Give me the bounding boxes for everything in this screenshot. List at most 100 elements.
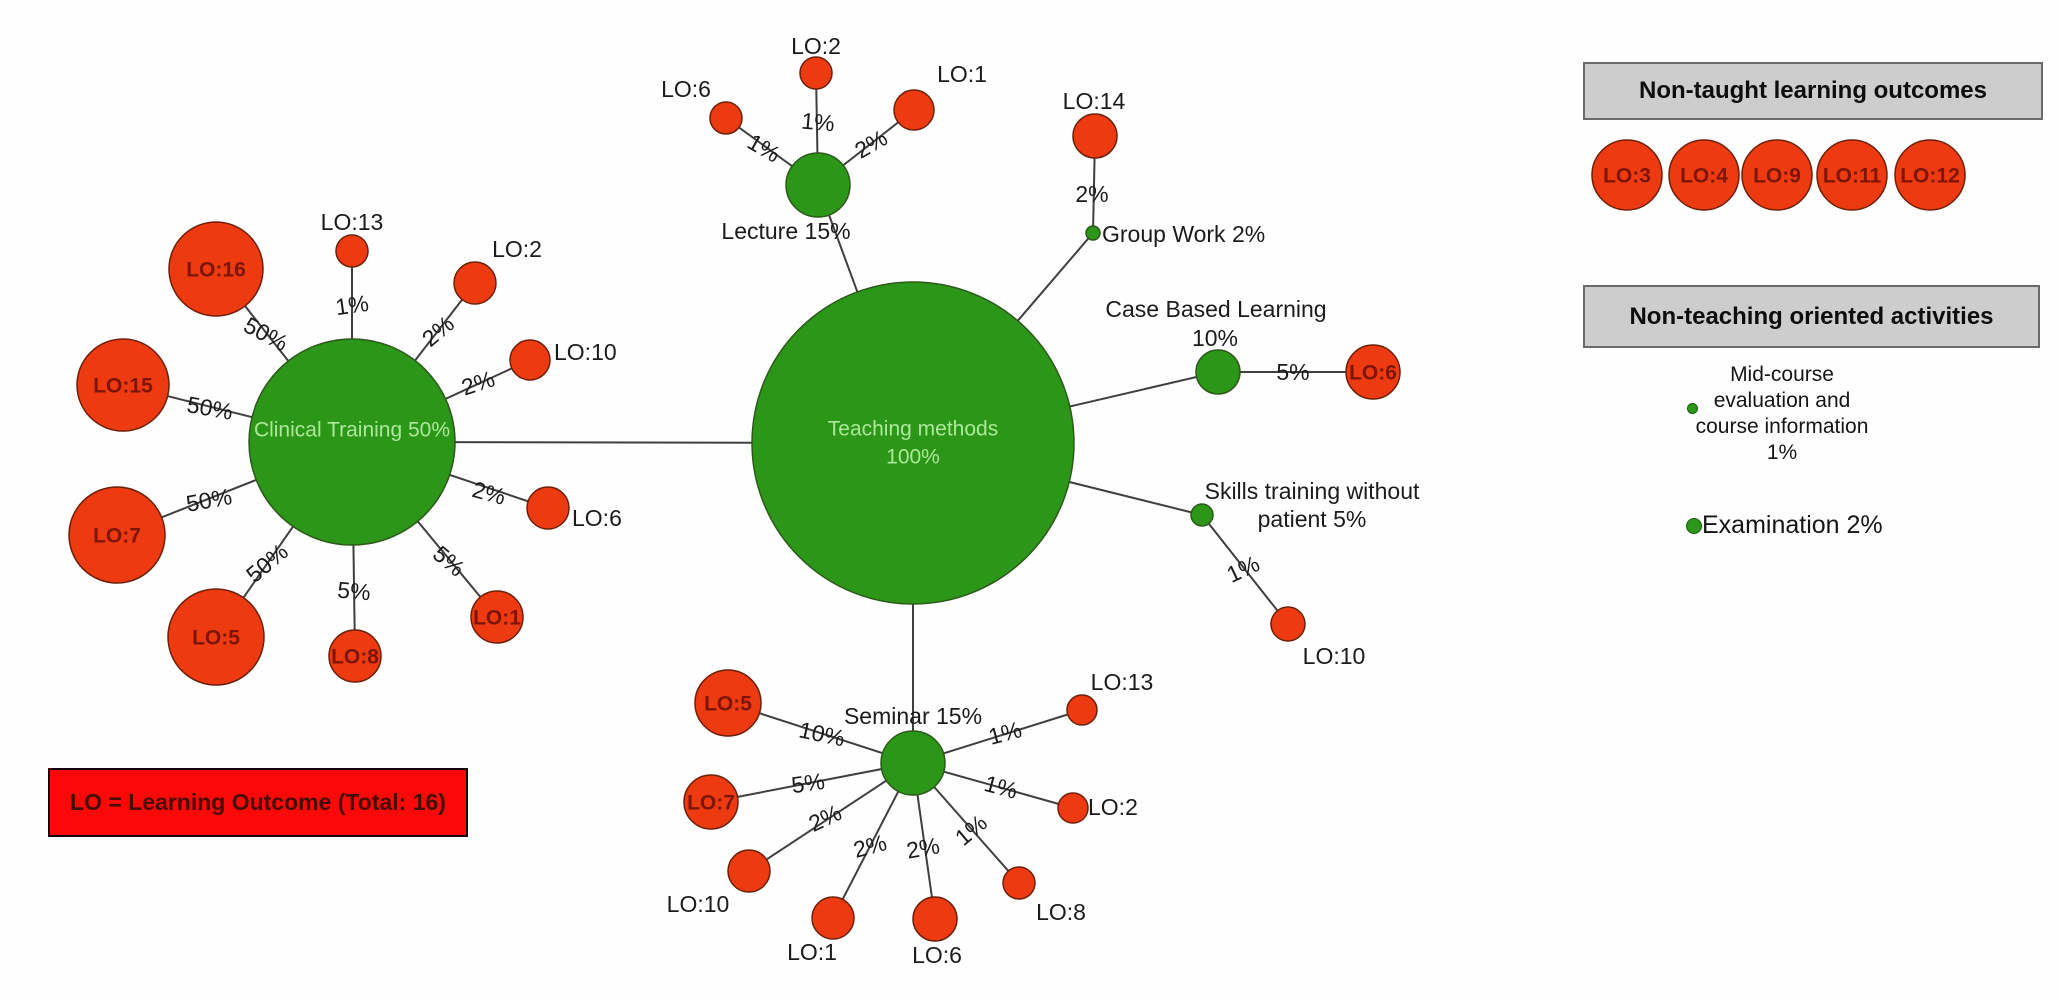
edge-label: 50% — [184, 483, 234, 517]
node-label: LO:2 — [791, 33, 841, 59]
learning-outcome-note-text: LO = Learning Outcome (Total: 16) — [70, 789, 446, 815]
examination-dot-icon — [1686, 518, 1702, 534]
node-label: 10% — [1192, 325, 1238, 351]
node-label-inside-lo11-legend: LO:11 — [1823, 165, 1882, 188]
node-label-inside-lo1-clinical: LO:1 — [473, 607, 521, 630]
node-lo2-seminar — [1057, 792, 1089, 824]
node-lo1-seminar — [811, 896, 855, 940]
node-lo13-seminar — [1066, 694, 1098, 726]
edge-label: 50% — [241, 538, 293, 588]
edge-label: 2% — [470, 476, 509, 510]
node-lo6-lecture — [709, 101, 743, 135]
legend-non-taught-title: Non-taught learning outcomes — [1639, 77, 1987, 104]
node-clinical — [248, 338, 456, 546]
node-casebased — [1195, 349, 1241, 395]
node-lo7-seminar — [683, 774, 739, 830]
node-lo10-skills — [1270, 606, 1306, 642]
node-label: LO:10 — [1303, 643, 1366, 669]
node-lo11-legend — [1816, 139, 1888, 211]
node-label: LO:8 — [1036, 899, 1086, 925]
midcourse-evaluation-label: Mid-course evaluation and course informa… — [1647, 362, 1917, 466]
edge-label: 1% — [334, 290, 371, 320]
node-label-inside-lo9-legend: LO:9 — [1753, 165, 1801, 188]
node-lo16-clinical — [168, 221, 264, 317]
node-lo12-legend — [1894, 139, 1966, 211]
edge-label: 5% — [790, 768, 827, 798]
node-label-inside-lo8-clinical: LO:8 — [331, 646, 379, 669]
node-label: LO:6 — [661, 76, 711, 102]
node-label-inside-lo12-legend: LO:12 — [1900, 165, 1960, 188]
legend-non-teaching-title: Non-teaching oriented activities — [1629, 302, 1994, 330]
node-teaching — [751, 281, 1075, 605]
node-lo6-clinical — [526, 486, 570, 530]
node-lo5-clinical — [167, 588, 265, 686]
node-label-inside-lo5-clinical: LO:5 — [192, 627, 240, 650]
midcourse-line: course information — [1695, 415, 1869, 438]
edge-label: 1% — [800, 108, 835, 137]
node-lo14-groupwork — [1072, 113, 1118, 159]
edge-label: 2% — [904, 832, 941, 863]
node-lo6-casebased — [1345, 344, 1401, 400]
edge-skills-lo10-skills — [1201, 514, 1289, 625]
edge-label: 1% — [1222, 550, 1263, 588]
midcourse-dot-icon — [1687, 403, 1698, 414]
node-label-inside-lo7-clinical: LO:7 — [93, 525, 141, 548]
node-label-inside-lo4-legend: LO:4 — [1680, 165, 1728, 188]
node-label-inside-lo15-clinical: LO:15 — [93, 375, 153, 398]
node-lo7-clinical — [68, 486, 166, 584]
edge-seminar-lo7-seminar — [710, 762, 914, 803]
node-lecture — [785, 152, 851, 218]
midcourse-line: evaluation and — [1713, 389, 1851, 412]
node-label-inside-lo7-seminar: LO:7 — [687, 792, 735, 815]
edge-label: 2% — [1075, 181, 1108, 207]
node-lo2-lecture — [799, 56, 833, 90]
edge-label: 1% — [982, 770, 1021, 804]
node-label: LO:6 — [572, 505, 622, 531]
learning-outcome-note-box: LO = Learning Outcome (Total: 16) — [48, 768, 468, 837]
node-label: LO:13 — [1091, 669, 1154, 695]
edge-label: 50% — [185, 391, 235, 425]
node-label: LO:1 — [937, 61, 987, 87]
edge-label: 1% — [986, 716, 1025, 750]
node-label: LO:2 — [492, 236, 542, 262]
legend-non-teaching-box: Non-teaching oriented activities — [1583, 285, 2040, 348]
node-label-inside-lo6-casebased: LO:6 — [1349, 362, 1397, 385]
node-lo15-clinical — [76, 338, 170, 432]
node-groupwork — [1085, 225, 1101, 241]
edge-label: 50% — [240, 312, 293, 357]
edge-label: 2% — [850, 124, 892, 163]
node-lo10-clinical — [509, 339, 551, 381]
node-label: LO:2 — [1088, 794, 1138, 820]
node-lo10-seminar — [727, 849, 771, 893]
node-label-inside-lo3-legend: LO:3 — [1603, 165, 1651, 188]
node-lo2-clinical — [453, 261, 497, 305]
node-lo8-seminar — [1002, 866, 1036, 900]
examination-label: Examination 2% — [1702, 511, 1883, 539]
node-lo6-seminar — [912, 896, 958, 942]
midcourse-line: Mid-course — [1730, 363, 1834, 386]
edge-label: 10% — [797, 716, 847, 751]
node-seminar — [880, 730, 946, 796]
node-label: Lecture 15% — [721, 218, 850, 244]
node-label: Case Based Learning — [1105, 296, 1326, 322]
node-lo9-legend — [1741, 139, 1813, 211]
node-lo1-lecture — [893, 89, 935, 131]
node-label-inside-teaching: 100% — [886, 446, 940, 469]
node-label: LO:10 — [554, 339, 617, 365]
node-label: LO:6 — [912, 942, 962, 968]
node-label: Seminar 15% — [844, 703, 982, 729]
node-skills — [1190, 503, 1214, 527]
node-label-inside-clinical: Clinical Training 50% — [254, 419, 450, 442]
node-label: patient 5% — [1258, 506, 1367, 532]
node-label-inside-lo16-clinical: LO:16 — [186, 259, 246, 282]
legend-non-taught-box: Non-taught learning outcomes — [1583, 62, 2043, 120]
edge-label: 5% — [1276, 359, 1309, 385]
edge-label: 2% — [458, 365, 498, 400]
midcourse-line: 1% — [1766, 441, 1798, 464]
node-lo1-clinical — [470, 590, 524, 644]
edge-label: 2% — [851, 829, 890, 863]
node-lo13-clinical — [335, 234, 369, 268]
node-label: LO:13 — [321, 209, 384, 235]
